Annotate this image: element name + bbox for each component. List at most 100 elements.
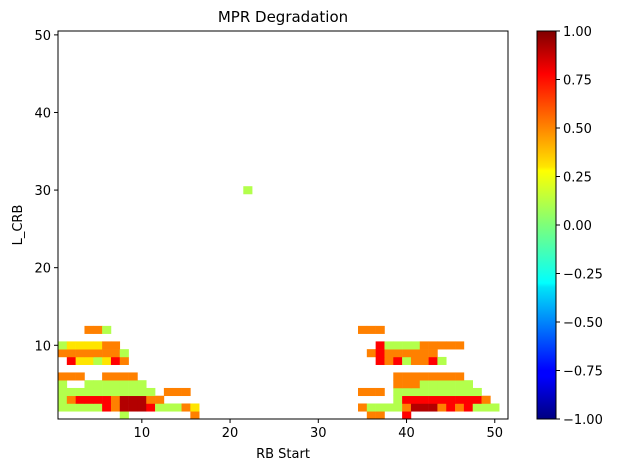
heatmap-cell	[128, 403, 138, 412]
heatmap-cell	[155, 403, 165, 412]
y-tick-label: 40	[34, 106, 51, 121]
y-tick-label: 10	[34, 339, 51, 354]
heatmap-cell	[419, 387, 429, 397]
heatmap-cell	[366, 411, 376, 420]
heatmap-cell	[402, 395, 412, 404]
heatmap-cell	[128, 395, 138, 404]
heatmap-cell	[93, 349, 103, 358]
heatmap-cell	[437, 356, 447, 365]
colorbar-tick-label: −1.00	[563, 413, 603, 428]
y-tick-label: 50	[34, 29, 51, 44]
heatmap-cell	[393, 372, 403, 381]
x-axis-label: RB Start	[256, 447, 310, 462]
heatmap-cell	[66, 372, 76, 381]
heatmap-cell	[402, 387, 412, 397]
colorbar-tick-label: 0.75	[563, 74, 592, 89]
heatmap-cell	[419, 395, 429, 404]
heatmap-cell	[102, 349, 112, 358]
heatmap-cell	[410, 349, 421, 358]
heatmap-cell	[110, 372, 121, 381]
heatmap-cell	[163, 403, 173, 412]
heatmap-cell	[119, 395, 129, 404]
heatmap-cell	[428, 387, 438, 397]
x-axis: 10 20 30 40 50	[134, 419, 503, 441]
heatmap-cell	[455, 387, 465, 397]
heatmap-cell	[84, 380, 94, 389]
heatmap-cell	[402, 411, 412, 420]
heatmap-cell	[110, 349, 121, 358]
heatmap-cell	[428, 403, 438, 412]
heatmap-cell	[128, 387, 138, 397]
heatmap-cell	[146, 395, 156, 404]
heatmap-cell	[75, 356, 85, 365]
heatmap-cell	[181, 387, 191, 397]
colorbar-tick-label: 0.25	[563, 171, 592, 186]
heatmap-cell	[119, 349, 129, 358]
heatmap-cell	[437, 372, 447, 381]
heatmap-cell	[163, 387, 173, 397]
heatmap-cell	[84, 349, 94, 358]
heatmap-cell	[446, 387, 456, 397]
heatmap-cell	[410, 403, 421, 412]
heatmap-cell	[463, 403, 473, 412]
heatmap-cell	[375, 349, 385, 358]
heatmap-cells	[58, 186, 500, 420]
heatmap-cell	[358, 387, 368, 397]
heatmap-cell	[119, 372, 129, 381]
heatmap-cell	[75, 372, 85, 381]
y-tick-label: 30	[34, 184, 51, 199]
heatmap-cell	[463, 380, 473, 389]
heatmap-cell	[358, 325, 368, 334]
heatmap-cell	[93, 387, 103, 397]
heatmap-cell	[410, 356, 421, 365]
heatmap-cell	[419, 403, 429, 412]
heatmap-cell	[243, 186, 253, 195]
heatmap-cell	[102, 325, 112, 334]
heatmap-cell	[110, 356, 121, 365]
colorbar-tick-label: −0.75	[563, 365, 603, 380]
heatmap-cell	[419, 372, 429, 381]
heatmap-cell	[472, 387, 482, 397]
heatmap-cell	[419, 349, 429, 358]
heatmap-cell	[384, 349, 394, 358]
colorbar-tick-label: 0.50	[563, 122, 592, 137]
heatmap-cell	[419, 356, 429, 365]
heatmap-cell	[375, 387, 385, 397]
x-tick-label: 50	[486, 426, 503, 441]
heatmap-cell	[410, 341, 421, 350]
heatmap-cell	[375, 325, 385, 334]
heatmap-cell	[402, 403, 412, 412]
y-tick-label: 20	[34, 262, 51, 277]
heatmap-cell	[384, 341, 394, 350]
heatmap-cell	[366, 349, 376, 358]
heatmap-cell	[119, 356, 129, 365]
heatmap-cell	[446, 395, 456, 404]
heatmap-cell	[119, 380, 129, 389]
heatmap-cell	[181, 403, 191, 412]
heatmap-cell	[75, 395, 85, 404]
heatmap-cell	[102, 403, 112, 412]
heatmap-cell	[93, 403, 103, 412]
heatmap-cell	[402, 372, 412, 381]
heatmap-cell	[393, 403, 403, 412]
heatmap-cell	[128, 380, 138, 389]
heatmap-cell	[393, 380, 403, 389]
heatmap-cell	[366, 403, 376, 412]
heatmap-cell	[66, 403, 76, 412]
heatmap-cell	[419, 380, 429, 389]
heatmap-cell	[110, 395, 121, 404]
heatmap-cell	[393, 349, 403, 358]
heatmap-cell	[428, 395, 438, 404]
heatmap-cell	[472, 403, 482, 412]
heatmap-cell	[66, 356, 76, 365]
heatmap-cell	[75, 341, 85, 350]
colorbar	[536, 30, 557, 420]
plot-frame	[57, 30, 509, 420]
heatmap-cell	[366, 325, 376, 334]
heatmap-cell	[75, 349, 85, 358]
heatmap-cell	[393, 395, 403, 404]
heatmap-cell	[84, 403, 94, 412]
heatmap-cell	[446, 341, 456, 350]
heatmap-cell	[58, 380, 68, 389]
